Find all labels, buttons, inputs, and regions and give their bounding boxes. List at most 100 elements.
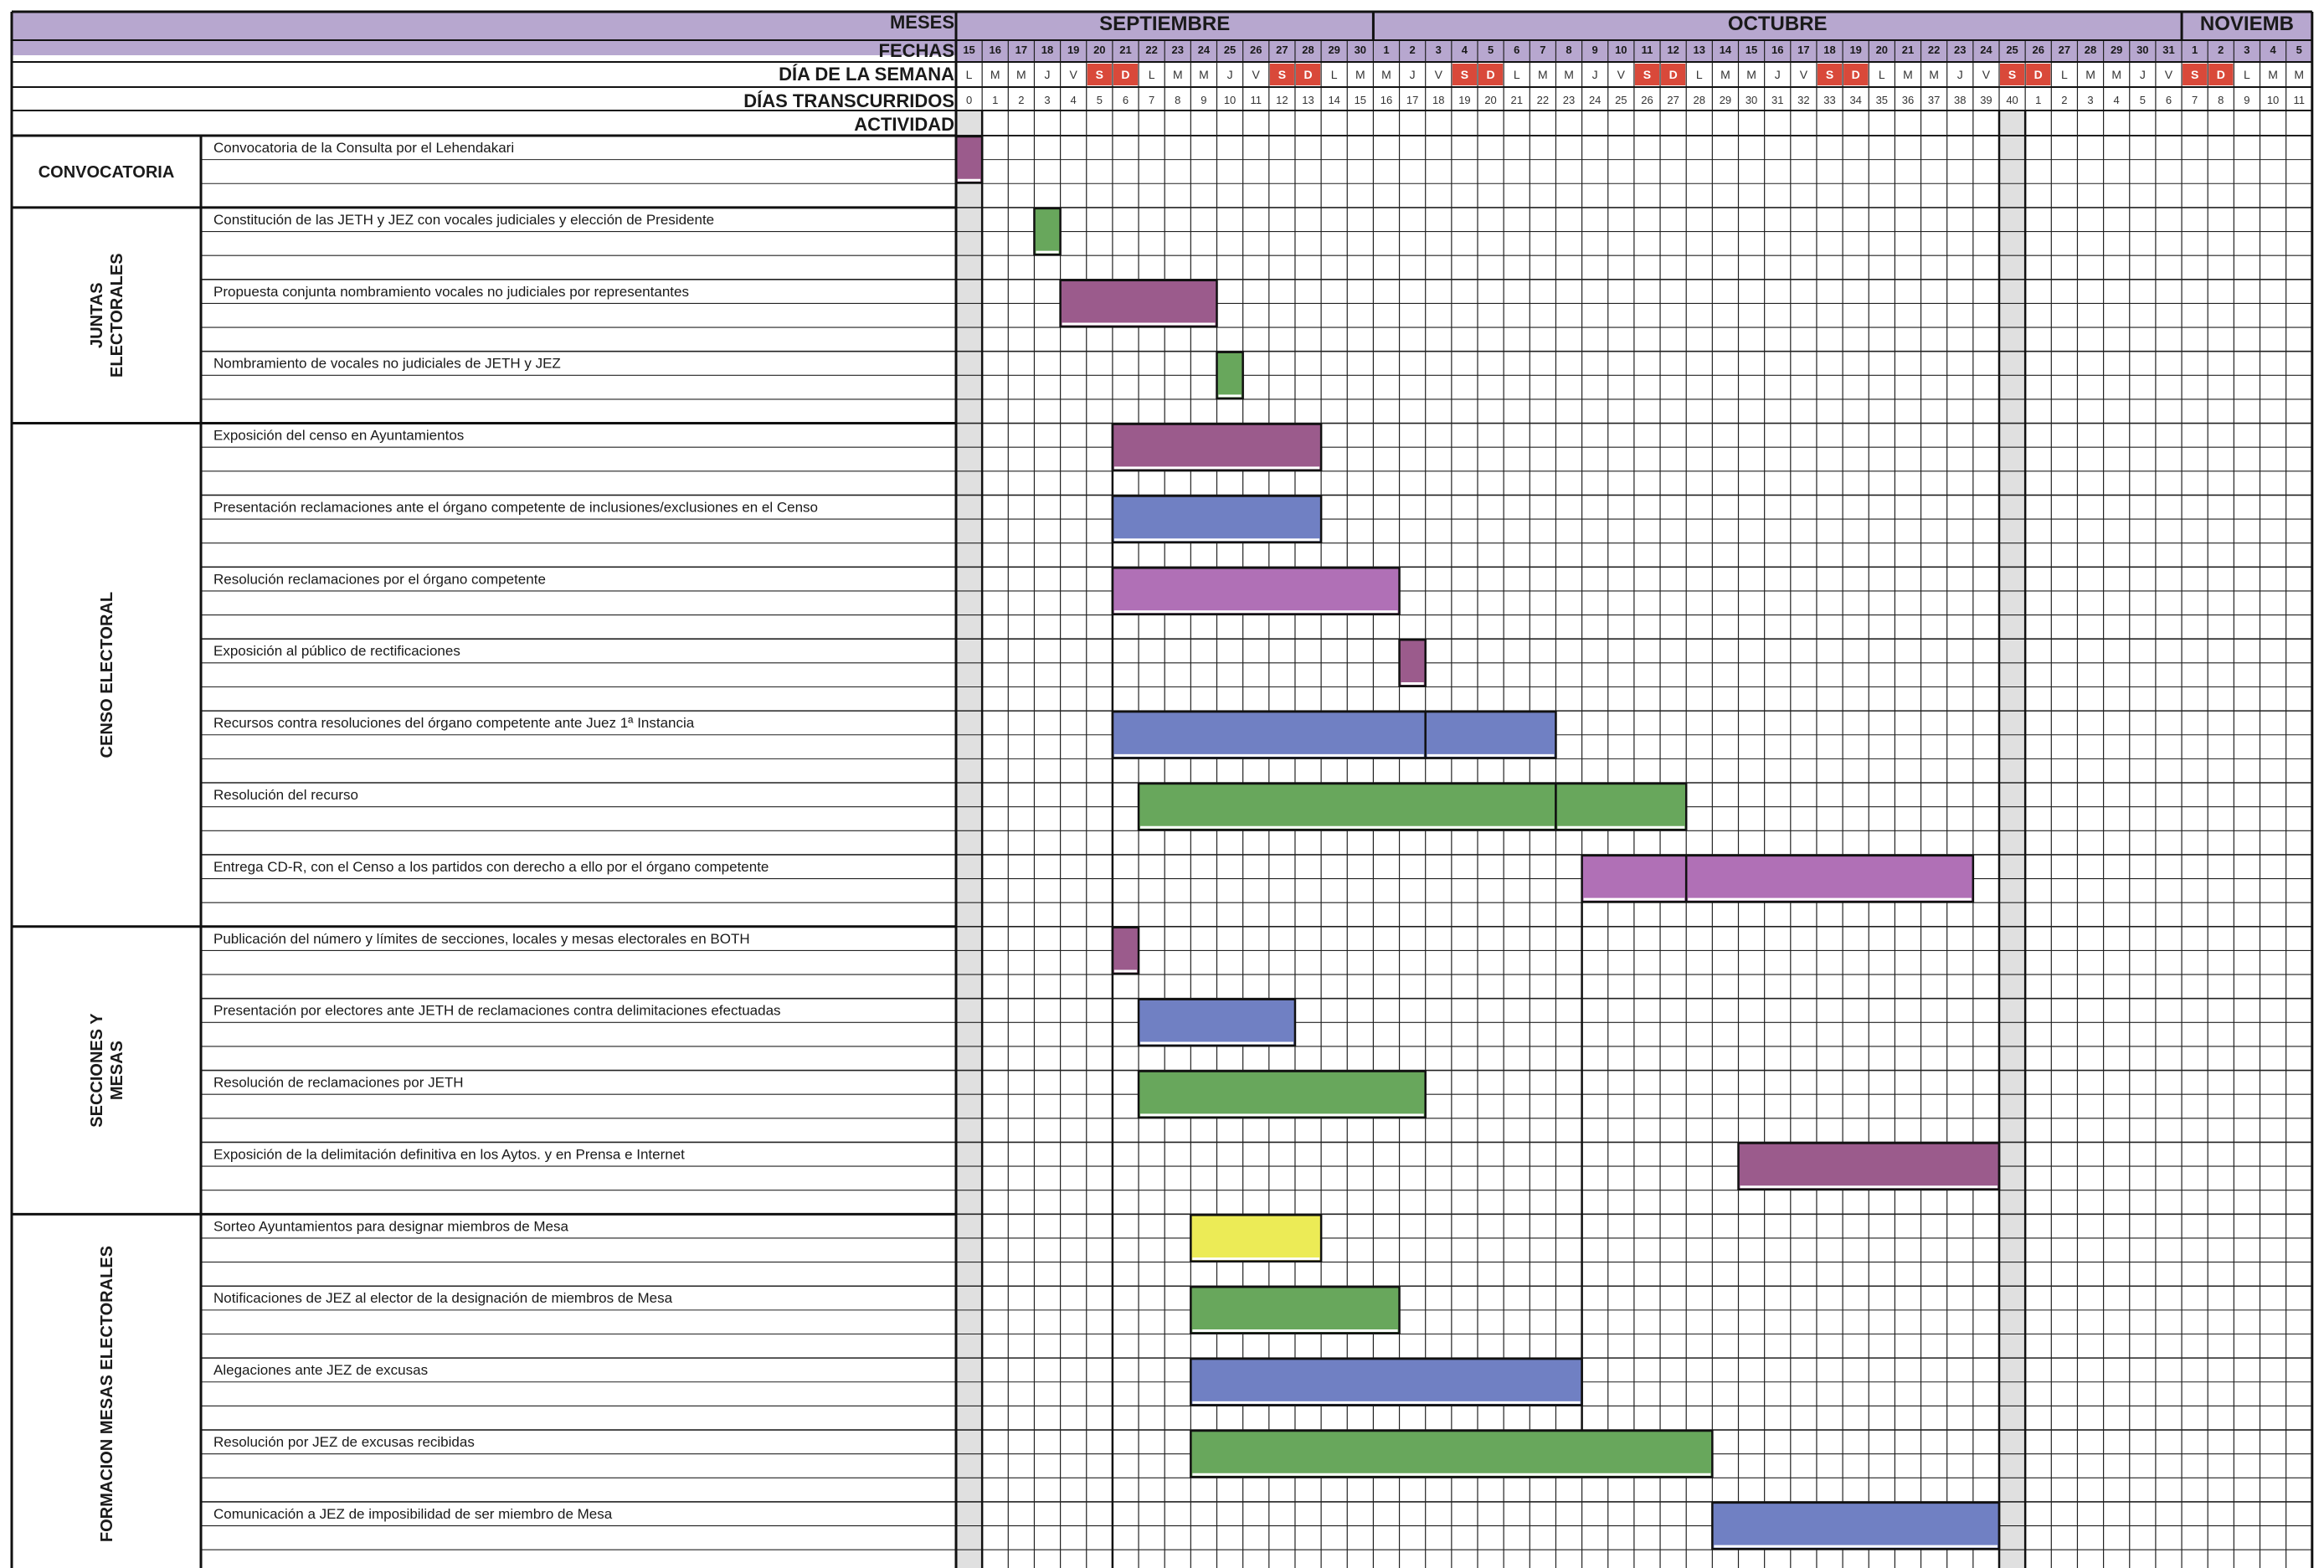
activity-label: Propuesta conjunta nombramiento vocales …	[213, 284, 689, 300]
date-label: 26	[1250, 44, 1262, 56]
dias-transcurridos-label: DÍAS TRANSCURRIDOS	[743, 90, 954, 111]
weekday-label: M	[1564, 68, 1574, 81]
weekday-label: J	[1227, 68, 1233, 81]
activity-bar	[1111, 567, 1401, 615]
activity-bars	[954, 135, 2001, 1550]
weekday-label: M	[1381, 68, 1391, 81]
weekday-label: M	[1016, 68, 1026, 81]
date-label: 1	[2192, 44, 2198, 56]
activity-bar	[1190, 1214, 1323, 1262]
weekday-label: M	[1199, 68, 1209, 81]
date-label: 23	[1172, 44, 1184, 56]
date-label: 17	[1797, 44, 1809, 56]
weekday-label: J	[1045, 68, 1051, 81]
elapsed-day-label: 35	[1876, 94, 1888, 106]
weekday-label: L	[966, 68, 973, 81]
weekend-cell	[2000, 64, 2025, 85]
date-label: 12	[1667, 44, 1679, 56]
activity-label: Presentación reclamaciones ante el órgan…	[213, 499, 818, 515]
weekday-label: V	[1070, 68, 1078, 81]
elapsed-day-label: 20	[1484, 94, 1496, 106]
section-label: SECCIONES Y	[88, 1013, 106, 1128]
weekday-label: V	[1617, 68, 1626, 81]
activity-bar	[1398, 638, 1427, 687]
date-label: 19	[1849, 44, 1861, 56]
activity-bar	[1216, 351, 1244, 400]
date-label: 3	[1436, 44, 1442, 56]
elapsed-day-label: 28	[1694, 94, 1705, 106]
elapsed-day-label: 8	[1175, 94, 1180, 106]
elapsed-day-label: 5	[2140, 94, 2146, 106]
date-label: 4	[1462, 44, 1468, 56]
weekend-cell	[1661, 64, 1686, 85]
weekday-label: S	[2008, 68, 2016, 81]
elapsed-day-label: 14	[1328, 94, 1339, 106]
elapsed-day-label: 7	[1149, 94, 1154, 106]
elapsed-day-label: 39	[1980, 94, 1992, 106]
weekend-cell	[2183, 64, 2208, 85]
gray-column	[956, 111, 983, 1568]
activity-label: Recursos contra resoluciones del órgano …	[213, 715, 695, 731]
activity-label: Comunicación a JEZ de imposibilidad de s…	[213, 1506, 613, 1522]
weekday-label: M	[1720, 68, 1730, 81]
date-label: 18	[1823, 44, 1835, 56]
weekday-label: L	[1696, 68, 1703, 81]
weekday-label: S	[1461, 68, 1468, 81]
activity-label: Constitución de las JETH y JEZ con vocal…	[213, 212, 714, 228]
date-label: 21	[1902, 44, 1914, 56]
weekday-label: M	[1355, 68, 1365, 81]
elapsed-day-label: 9	[2244, 94, 2249, 106]
elapsed-day-label: 15	[1355, 94, 1366, 106]
weekday-label: J	[1410, 68, 1416, 81]
elapsed-day-label: 22	[1537, 94, 1549, 106]
date-label: 8	[1566, 44, 1571, 56]
date-label: 4	[2270, 44, 2276, 56]
date-label: 25	[1224, 44, 1236, 56]
elapsed-day-label: 1	[992, 94, 998, 106]
section-borders	[10, 10, 2314, 1568]
activity-bar	[954, 135, 984, 184]
dia-semana-label: DÍA DE LA SEMANA	[779, 64, 954, 85]
weekday-label: S	[1096, 68, 1103, 81]
date-label: 27	[1276, 44, 1288, 56]
date-label: 30	[1355, 44, 1366, 56]
elapsed-day-label: 31	[1771, 94, 1783, 106]
activity-bar	[1137, 782, 1557, 831]
weekday-label: L	[1149, 68, 1155, 81]
date-label: 9	[1592, 44, 1598, 56]
weekday-label: D	[1121, 68, 1129, 81]
elapsed-day-label: 33	[1823, 94, 1835, 106]
elapsed-day-label: 4	[1071, 94, 1077, 106]
elapsed-day-label: 0	[966, 94, 972, 106]
activity-label: Entrega CD-R, con el Censo a los partido…	[213, 859, 769, 875]
elapsed-day-label: 9	[1201, 94, 1206, 106]
date-label: 11	[1642, 44, 1653, 56]
date-label: 3	[2244, 44, 2249, 56]
date-label: 16	[1771, 44, 1783, 56]
date-label: 5	[2296, 44, 2302, 56]
elapsed-day-label: 27	[1667, 94, 1679, 106]
elapsed-day-label: 13	[1302, 94, 1314, 106]
date-label: 20	[1093, 44, 1105, 56]
elapsed-day-label: 3	[2087, 94, 2093, 106]
header-background	[12, 12, 2312, 85]
weekday-label: D	[1669, 68, 1678, 81]
actividad-label: ACTIVIDAD	[854, 114, 954, 135]
activity-bar	[1190, 1285, 1401, 1334]
date-label: 27	[2059, 44, 2070, 56]
elapsed-day-label: 30	[1746, 94, 1757, 106]
month-label: NOVIEMB	[2200, 13, 2294, 35]
date-label: 19	[1067, 44, 1079, 56]
weekend-cell	[1295, 64, 1321, 85]
meses-row-bg	[12, 12, 2312, 40]
weekday-label: V	[2165, 68, 2173, 81]
activity-label: Resolución por JEZ de excusas recibidas	[213, 1434, 475, 1450]
section-label: JUNTAS	[88, 282, 106, 348]
section-label: MESAS	[108, 1041, 126, 1100]
gray-column	[1999, 111, 2026, 1568]
elapsed-day-label: 32	[1797, 94, 1809, 106]
activity-label: Notificaciones de JEZ al elector de la d…	[213, 1290, 673, 1306]
elapsed-day-label: 23	[1563, 94, 1575, 106]
date-label: 25	[2006, 44, 2018, 56]
weekday-label: M	[1929, 68, 1939, 81]
